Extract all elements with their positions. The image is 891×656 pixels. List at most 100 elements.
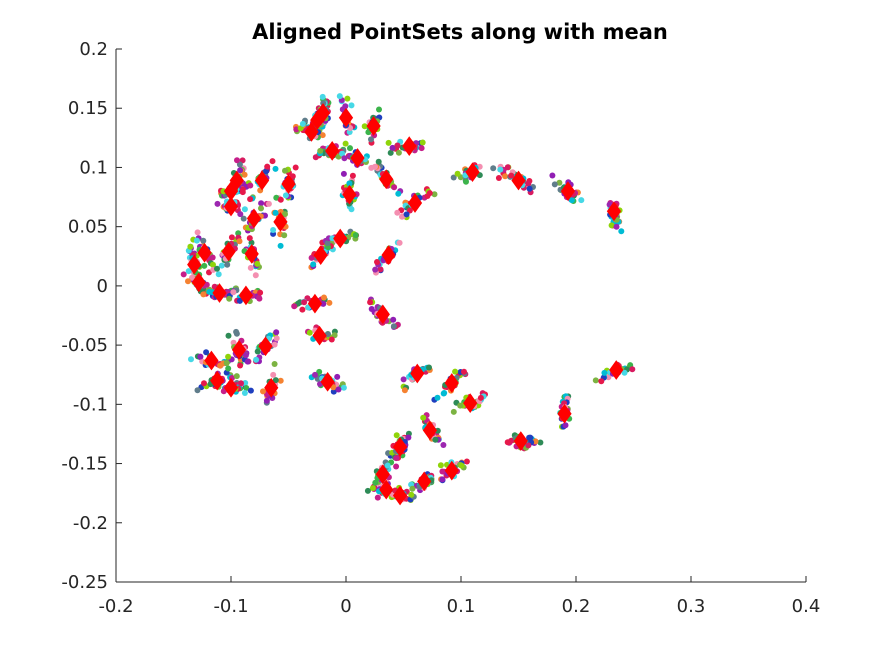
pointset-dot: [434, 394, 441, 401]
mean-point-marker: [223, 196, 239, 217]
pointset-dot: [270, 371, 277, 378]
mean-point-marker: [281, 174, 296, 194]
mean-point-marker: [392, 437, 408, 457]
pointset-dot: [206, 288, 213, 295]
pointset-dot: [233, 373, 240, 380]
pointset-dot: [256, 294, 262, 301]
x-tick-label: -0.1: [213, 596, 248, 617]
pointset-dot: [214, 265, 220, 272]
pointset-dot: [247, 264, 254, 271]
pointset-dot: [306, 329, 313, 336]
pointset-dot: [613, 223, 620, 230]
mean-point-marker: [320, 371, 335, 392]
pointset-dot: [395, 149, 402, 156]
mean-point-marker: [560, 181, 576, 201]
pointset-dot: [452, 368, 459, 375]
pointset-dot: [234, 157, 240, 164]
pointset-dot: [272, 377, 279, 384]
pointset-dot: [477, 394, 484, 401]
pointset-dot: [347, 145, 353, 152]
pointset-dot: [367, 299, 374, 306]
pointset-dot: [271, 341, 278, 348]
pointset-dot: [215, 271, 222, 278]
pointset-dot: [263, 168, 270, 175]
pointset-dot: [237, 362, 244, 369]
y-tick-label: 0: [97, 276, 108, 297]
pointset-dot: [225, 365, 232, 372]
pointset-dot: [592, 377, 599, 384]
pointset-dot: [272, 209, 279, 216]
pointset-dot: [408, 491, 415, 498]
pointset-dot: [621, 369, 628, 376]
pointset-dot: [281, 232, 288, 239]
pointset-dot: [241, 171, 248, 178]
pointset-dot: [263, 397, 270, 404]
pointset-dot: [390, 316, 397, 323]
pointset-dot: [346, 180, 353, 187]
pointset-dot: [463, 178, 469, 185]
pointset-dot: [458, 462, 465, 469]
mean-point-marker: [513, 431, 528, 451]
pointset-dot: [312, 371, 318, 378]
pointset-dot: [189, 274, 195, 281]
pointset-dot: [254, 348, 261, 355]
pointset-dot: [497, 166, 504, 173]
chart-title: Aligned PointSets along with mean: [252, 20, 668, 44]
pointset-dot: [193, 237, 200, 244]
pointset-dot: [201, 380, 207, 387]
pointset-dot: [450, 174, 457, 181]
mean-point-marker: [392, 485, 408, 506]
pointset-dot: [269, 158, 276, 165]
y-tick-label: -0.2: [73, 513, 108, 534]
mean-point-marker: [465, 162, 480, 183]
pointset-dot: [372, 479, 379, 486]
mean-point-marker: [379, 479, 394, 500]
mean-point-marker: [212, 283, 227, 303]
x-tick-label: 0: [340, 596, 351, 617]
pointset-dot: [396, 239, 403, 246]
mean-point-marker: [444, 460, 459, 481]
x-tick-label: 0.3: [677, 596, 706, 617]
mean-point-marker: [264, 377, 279, 398]
pointset-dot: [253, 356, 260, 363]
mean-point-marker: [350, 148, 365, 168]
pointset-dot: [340, 170, 347, 177]
mean-point-marker: [609, 360, 624, 380]
mean-point-marker: [210, 370, 225, 391]
pointset-dot: [247, 196, 254, 203]
pointset-dot: [349, 172, 356, 179]
pointset-dot: [194, 387, 201, 394]
pointset-dot: [375, 158, 382, 165]
pointset-dot: [348, 206, 355, 213]
pointset-dot: [525, 442, 532, 449]
mean-point-marker: [342, 184, 357, 205]
pointset-dot: [320, 100, 327, 107]
pointset-dot: [384, 462, 391, 469]
pointset-dot: [194, 229, 201, 236]
pointset-dot: [368, 164, 375, 171]
pointset-dot: [601, 369, 608, 376]
pointset-dot: [236, 297, 243, 304]
pointset-dot: [437, 462, 444, 469]
pointset-dot: [618, 228, 625, 235]
mean-point-marker: [313, 245, 328, 265]
pointset-dot: [389, 144, 396, 151]
pointset-dot: [374, 494, 381, 501]
pointset-dot: [236, 238, 243, 245]
pointset-dot: [243, 385, 250, 391]
pointset-dot: [463, 458, 470, 465]
mean-point-marker: [338, 107, 354, 128]
pointset-dot: [385, 139, 392, 146]
pointset-dot: [400, 376, 407, 383]
pointset-dot: [608, 222, 615, 229]
pointset-dot: [504, 164, 511, 171]
pointset-dot: [312, 154, 319, 161]
x-tick-label: 0.2: [562, 596, 591, 617]
pointset-dot: [220, 388, 227, 395]
pointset-dot: [426, 364, 432, 371]
pointset-dot: [420, 414, 427, 421]
pointset-dot: [238, 380, 244, 387]
pointset-dot: [270, 227, 277, 233]
